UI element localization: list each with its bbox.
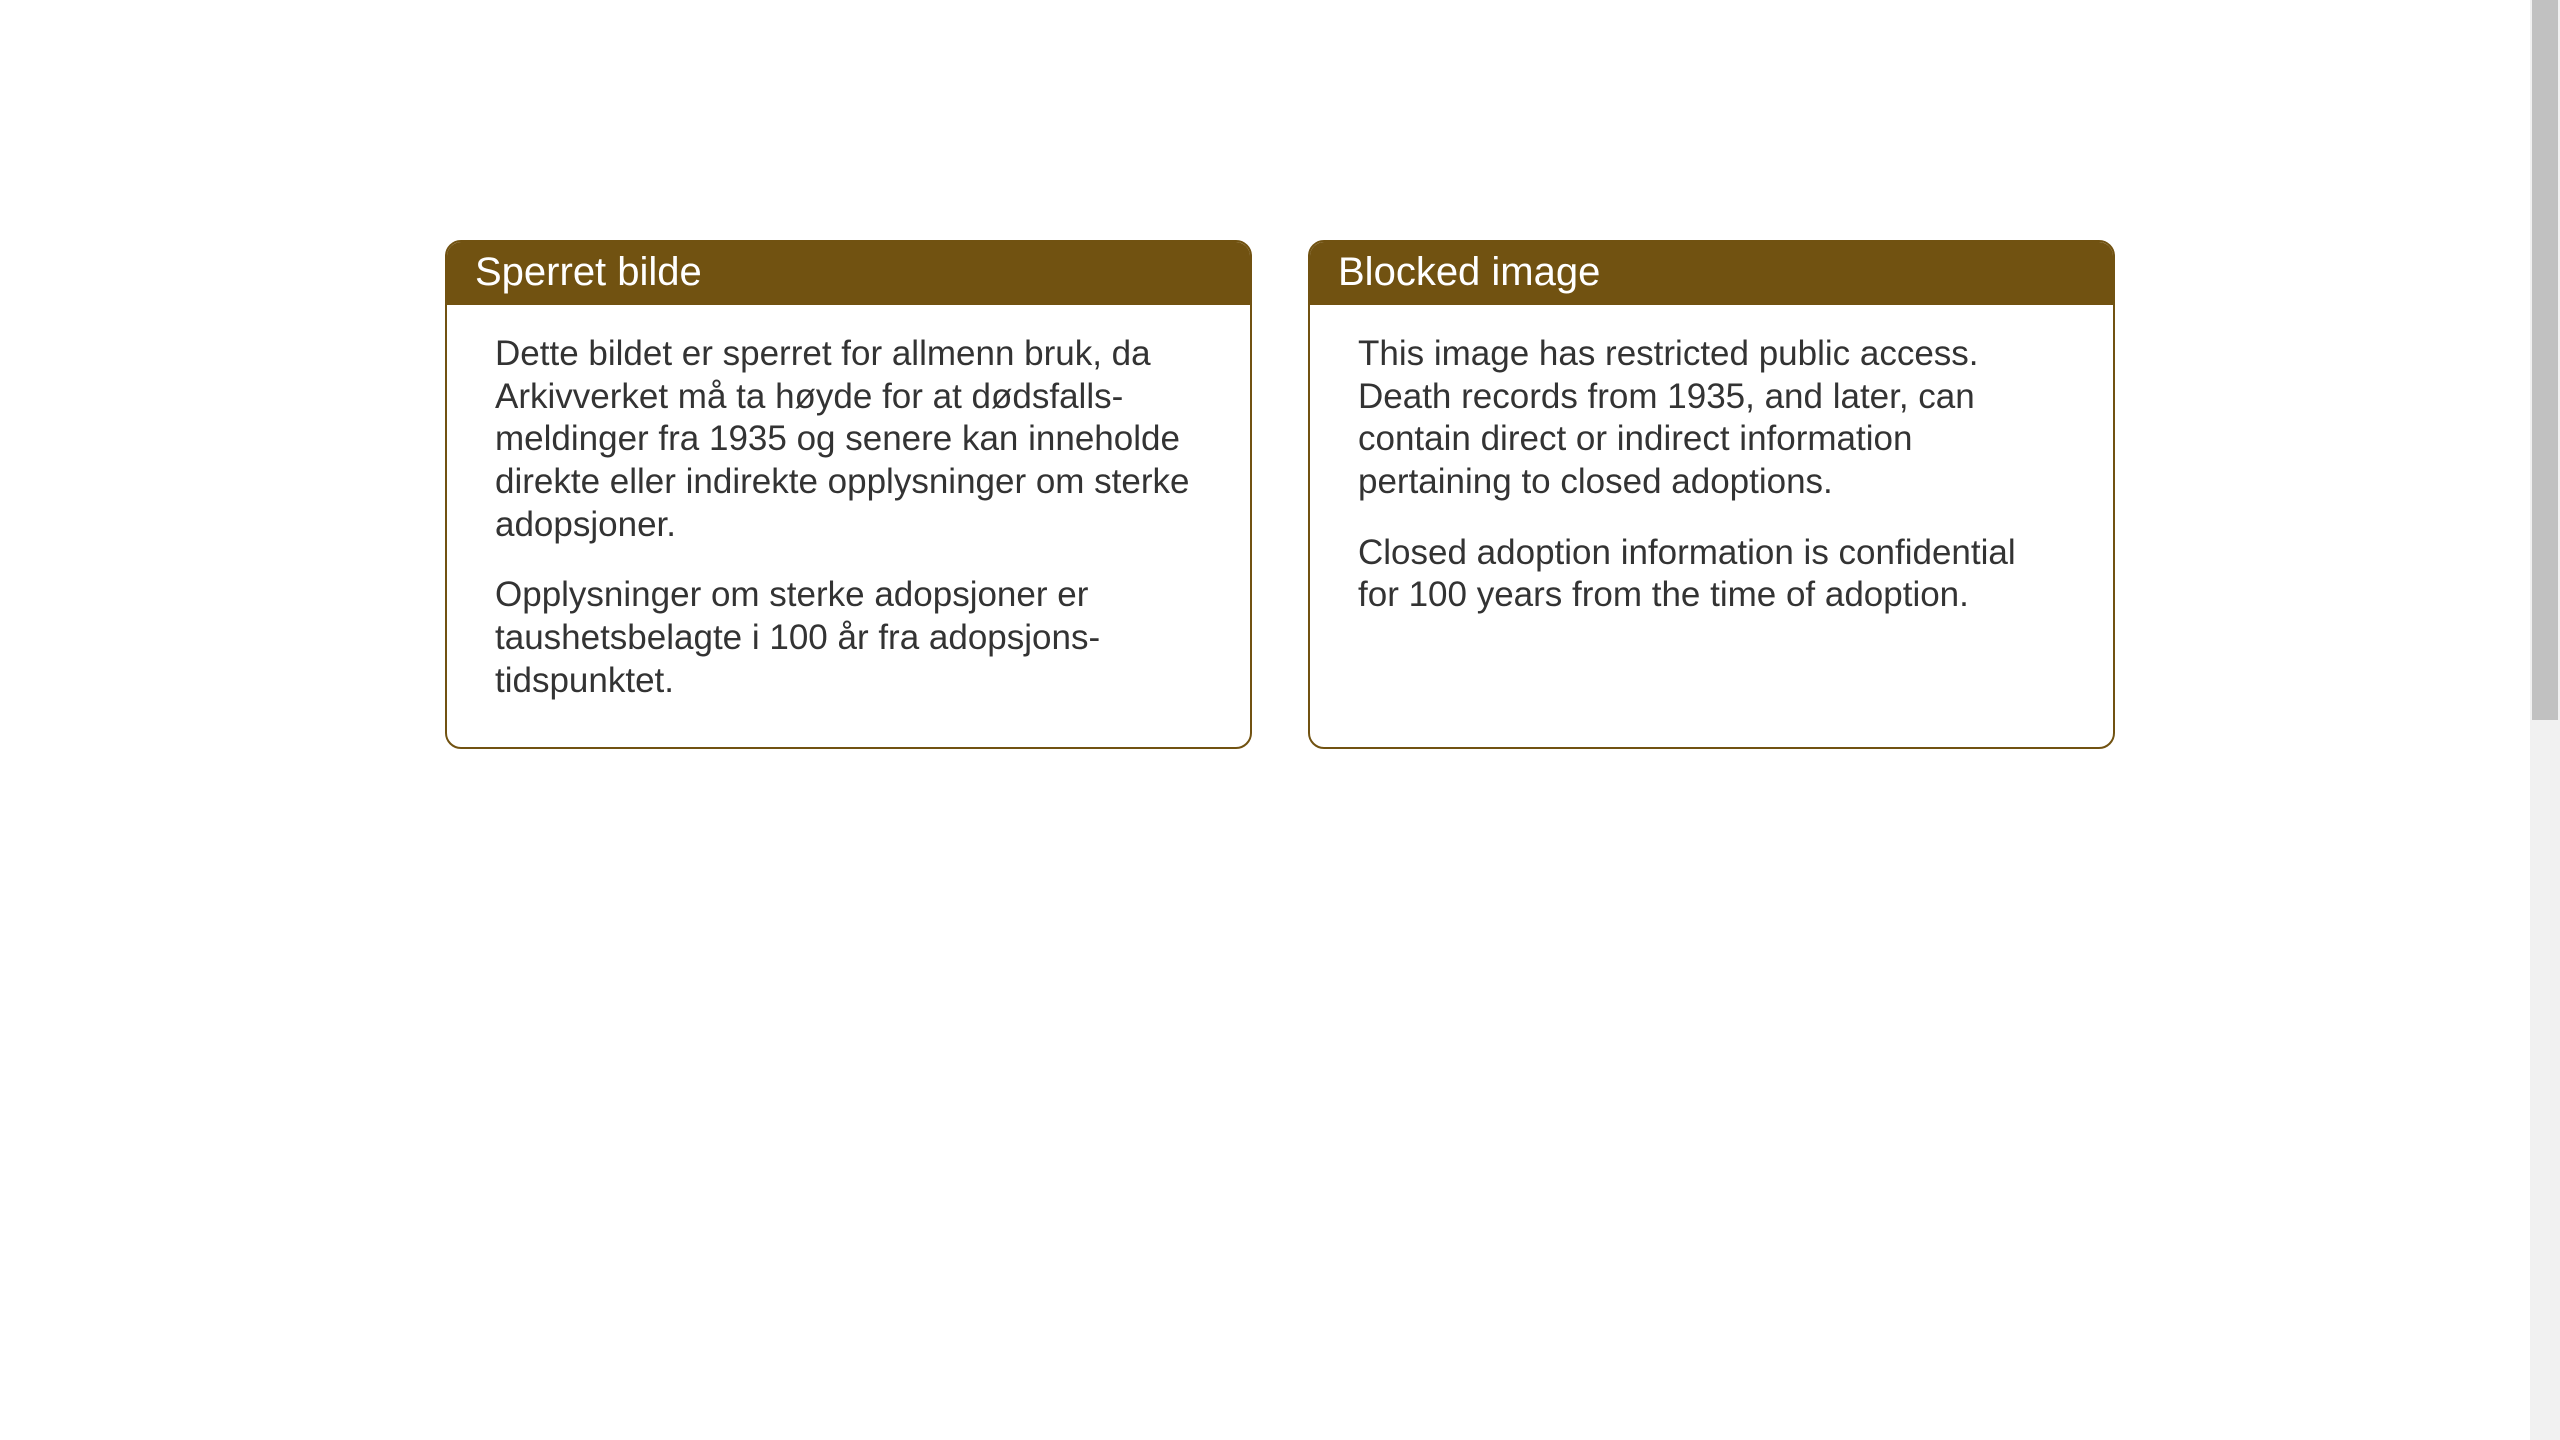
norwegian-paragraph-2: Opplysninger om sterke adopsjoner er tau… [495, 574, 1202, 702]
vertical-scrollbar[interactable] [2530, 0, 2560, 1440]
english-card-title: Blocked image [1338, 250, 1600, 294]
english-card: Blocked image This image has restricted … [1308, 240, 2115, 749]
norwegian-card: Sperret bilde Dette bildet er sperret fo… [445, 240, 1252, 749]
scrollbar-thumb[interactable] [2532, 0, 2558, 720]
english-card-body: This image has restricted public access.… [1310, 305, 2113, 661]
cards-container: Sperret bilde Dette bildet er sperret fo… [445, 240, 2115, 749]
norwegian-paragraph-1: Dette bildet er sperret for allmenn bruk… [495, 333, 1202, 546]
english-paragraph-1: This image has restricted public access.… [1358, 333, 2065, 504]
english-card-header: Blocked image [1310, 242, 2113, 305]
norwegian-card-body: Dette bildet er sperret for allmenn bruk… [447, 305, 1250, 747]
norwegian-card-title: Sperret bilde [475, 250, 702, 294]
english-paragraph-2: Closed adoption information is confident… [1358, 532, 2065, 617]
norwegian-card-header: Sperret bilde [447, 242, 1250, 305]
